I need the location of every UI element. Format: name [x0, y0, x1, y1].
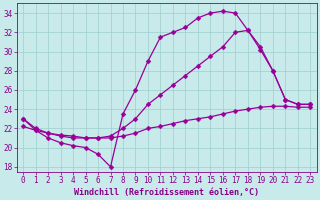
X-axis label: Windchill (Refroidissement éolien,°C): Windchill (Refroidissement éolien,°C) [74, 188, 259, 197]
